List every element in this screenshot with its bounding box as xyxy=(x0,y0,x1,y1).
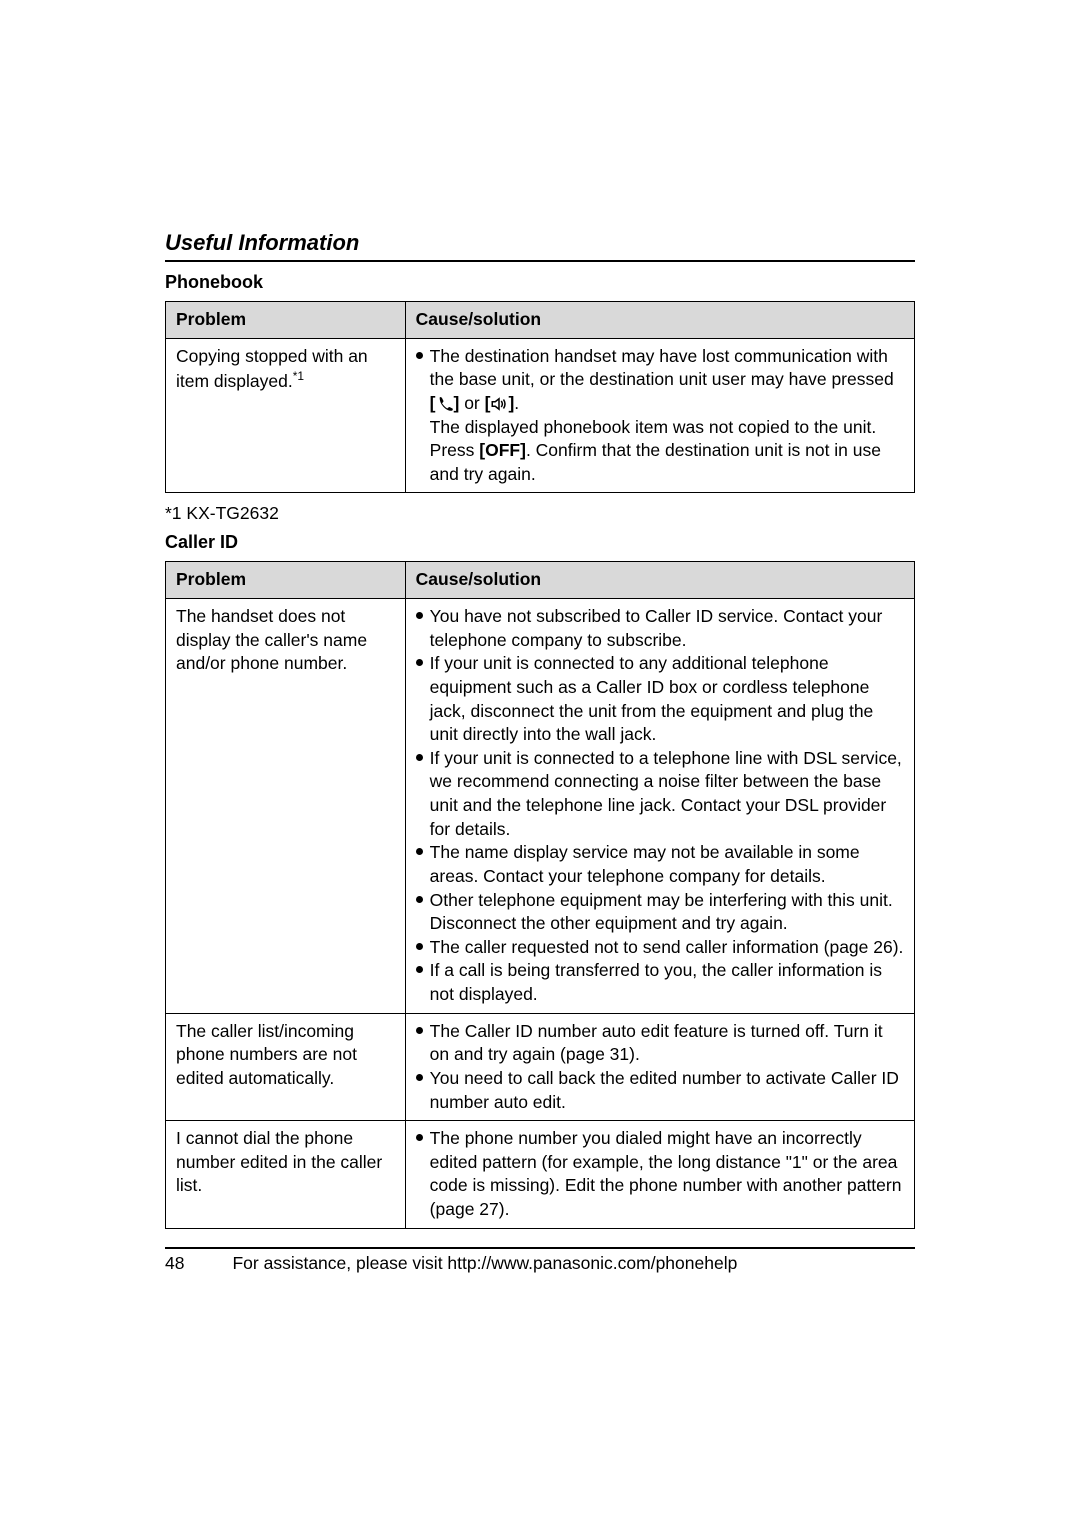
cause-text-before: The destination handset may have lost co… xyxy=(430,346,894,390)
phonebook-table: Problem Cause/solution Copying stopped w… xyxy=(165,301,915,493)
page-footer: 48 For assistance, please visit http://ww… xyxy=(165,1253,915,1274)
header-problem: Problem xyxy=(166,562,406,599)
table-row: I cannot dial the phone number edited in… xyxy=(166,1121,915,1229)
problem-superscript: *1 xyxy=(293,369,304,383)
cause-cell: You have not subscribed to Caller ID ser… xyxy=(405,599,914,1014)
header-cause: Cause/solution xyxy=(405,302,914,339)
cause-item: The phone number you dialed might have a… xyxy=(416,1127,904,1222)
table-row: The handset does not display the caller'… xyxy=(166,599,915,1014)
problem-text-line1: Copying stopped with an xyxy=(176,346,368,366)
header-cause: Cause/solution xyxy=(405,562,914,599)
cause-text-mid: or xyxy=(459,393,484,413)
section-title: Useful Information xyxy=(165,230,915,262)
problem-cell: The handset does not display the caller'… xyxy=(166,599,406,1014)
table-header-row: Problem Cause/solution xyxy=(166,562,915,599)
cause-item: You have not subscribed to Caller ID ser… xyxy=(416,605,904,652)
phonebook-heading: Phonebook xyxy=(165,272,915,293)
speaker-icon xyxy=(490,395,508,413)
problem-text-line2: item displayed. xyxy=(176,371,293,391)
header-problem: Problem xyxy=(166,302,406,339)
footer-divider: 48 For assistance, please visit http://ww… xyxy=(165,1247,915,1274)
page-content: Useful Information Phonebook Problem Cau… xyxy=(165,230,915,1274)
problem-cell: Copying stopped with an item displayed.*… xyxy=(166,338,406,493)
cause-cell: The destination handset may have lost co… xyxy=(405,338,914,493)
cause-item: The destination handset may have lost co… xyxy=(416,345,904,487)
cause-item: You need to call back the edited number … xyxy=(416,1067,904,1114)
callerid-table: Problem Cause/solution The handset does … xyxy=(165,561,915,1228)
callerid-heading: Caller ID xyxy=(165,532,915,553)
cause-text-after: . xyxy=(514,393,519,413)
footer-text: For assistance, please visit http://www.… xyxy=(232,1253,737,1273)
cause-cell: The phone number you dialed might have a… xyxy=(405,1121,914,1229)
cause-item: If your unit is connected to a telephone… xyxy=(416,747,904,842)
cause-item: Other telephone equipment may be interfe… xyxy=(416,889,904,936)
cause-cell: The Caller ID number auto edit feature i… xyxy=(405,1013,914,1121)
cause-item: The name display service may not be avai… xyxy=(416,841,904,888)
phonebook-footnote: *1 KX-TG2632 xyxy=(165,503,915,524)
page-number: 48 xyxy=(165,1253,184,1274)
off-button-label: [OFF] xyxy=(479,440,526,460)
cause-item: If your unit is connected to any additio… xyxy=(416,652,904,747)
table-row: The caller list/incoming phone numbers a… xyxy=(166,1013,915,1121)
table-header-row: Problem Cause/solution xyxy=(166,302,915,339)
problem-cell: I cannot dial the phone number edited in… xyxy=(166,1121,406,1229)
table-row: Copying stopped with an item displayed.*… xyxy=(166,338,915,493)
cause-item: The Caller ID number auto edit feature i… xyxy=(416,1020,904,1067)
cause-item: The caller requested not to send caller … xyxy=(416,936,904,960)
cause-item: If a call is being transferred to you, t… xyxy=(416,959,904,1006)
talk-icon xyxy=(436,395,454,413)
problem-cell: The caller list/incoming phone numbers a… xyxy=(166,1013,406,1121)
